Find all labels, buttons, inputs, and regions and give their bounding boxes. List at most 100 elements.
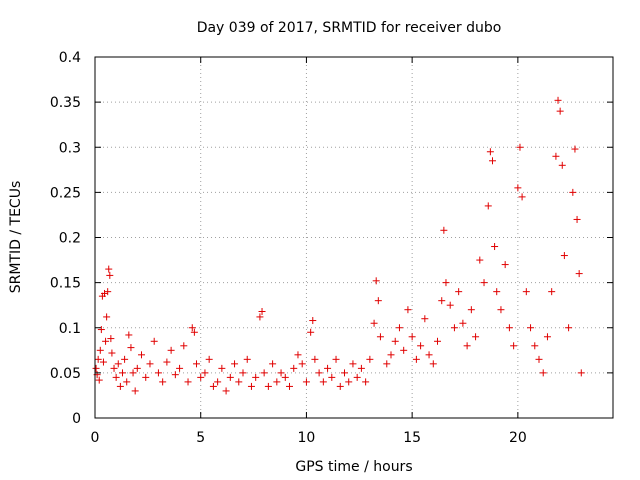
data-point [412, 355, 420, 363]
data-point [569, 188, 577, 196]
data-point [125, 331, 133, 339]
x-tick-label: 20 [509, 430, 527, 446]
data-point [362, 378, 370, 386]
data-point [332, 355, 340, 363]
data-point [96, 346, 104, 354]
data-point [114, 360, 122, 368]
data-point [239, 369, 247, 377]
data-point [539, 369, 547, 377]
data-point [336, 382, 344, 390]
data-point [104, 288, 112, 296]
data-point [573, 215, 581, 223]
data-point [476, 256, 484, 264]
data-point [480, 279, 488, 287]
data-point [138, 351, 146, 359]
y-axis-label: SRMTID / TECUs [8, 181, 24, 294]
data-point [243, 355, 251, 363]
data-point [434, 337, 442, 345]
data-point [425, 351, 433, 359]
y-tick-label: 0.3 [59, 140, 81, 156]
data-point [328, 373, 336, 381]
data-point [391, 337, 399, 345]
data-point [94, 355, 102, 363]
data-point [167, 346, 175, 354]
data-point [108, 349, 116, 357]
data-point [552, 152, 560, 160]
data-point [142, 373, 150, 381]
data-point [514, 184, 522, 192]
data-point [264, 382, 272, 390]
data-point [150, 337, 158, 345]
data-point [273, 378, 281, 386]
data-point [99, 358, 107, 366]
data-point [95, 376, 103, 384]
grid [95, 57, 613, 418]
data-point [123, 378, 131, 386]
data-point [154, 369, 162, 377]
data-point [370, 319, 378, 327]
data-point [543, 333, 551, 341]
y-tick-label: 0.15 [50, 276, 81, 292]
data-points [92, 96, 585, 395]
data-point [277, 369, 285, 377]
data-point [472, 333, 480, 341]
data-point [92, 364, 100, 372]
data-point [129, 369, 137, 377]
data-point [340, 369, 348, 377]
data-point [554, 96, 562, 104]
data-point [201, 369, 209, 377]
data-point [505, 324, 513, 332]
chart-title: Day 039 of 2017, SRMTID for receiver dub… [197, 20, 502, 36]
data-point [395, 324, 403, 332]
data-point [176, 364, 184, 372]
data-point [571, 145, 579, 153]
data-point [190, 328, 198, 336]
data-point [146, 360, 154, 368]
data-point [345, 378, 353, 386]
data-point [565, 324, 573, 332]
data-point [353, 373, 361, 381]
data-point [349, 360, 357, 368]
data-point [112, 373, 120, 381]
data-point [102, 337, 110, 345]
y-tick-label: 0.35 [50, 95, 81, 111]
data-point [298, 360, 306, 368]
data-point [247, 382, 255, 390]
data-point [133, 364, 141, 372]
data-point [421, 315, 429, 323]
y-tick-label: 0.05 [50, 366, 81, 382]
y-tick-label: 0.25 [50, 185, 81, 201]
y-tick-label: 0.4 [59, 50, 81, 66]
x-tick-label: 5 [196, 430, 205, 446]
data-point [309, 317, 317, 325]
data-point [522, 288, 530, 296]
data-point [192, 360, 200, 368]
data-point [488, 157, 496, 165]
data-point [417, 342, 425, 350]
data-point [527, 324, 535, 332]
axis-ticks: 0 0.05 0.1 0.15 0.2 0.25 0.3 0.35 0.4 0 5 10 15 20 [50, 50, 613, 446]
data-point [222, 387, 230, 395]
data-point [269, 360, 277, 368]
data-point [404, 306, 412, 314]
data-point [121, 355, 129, 363]
x-axis-label: GPS time / hours [295, 459, 412, 475]
data-point [218, 364, 226, 372]
data-point [110, 364, 118, 372]
data-point [491, 243, 499, 251]
data-point [442, 279, 450, 287]
data-point [440, 226, 448, 234]
data-point [518, 193, 526, 201]
data-point [450, 324, 458, 332]
data-point [290, 364, 298, 372]
data-point [558, 161, 566, 169]
data-point [302, 378, 310, 386]
data-point [116, 382, 124, 390]
data-point [577, 369, 585, 377]
data-point [184, 378, 192, 386]
data-point [531, 342, 539, 350]
data-point [235, 378, 243, 386]
data-point [101, 289, 109, 297]
y-tick-label: 0 [72, 411, 81, 427]
data-point [400, 346, 408, 354]
